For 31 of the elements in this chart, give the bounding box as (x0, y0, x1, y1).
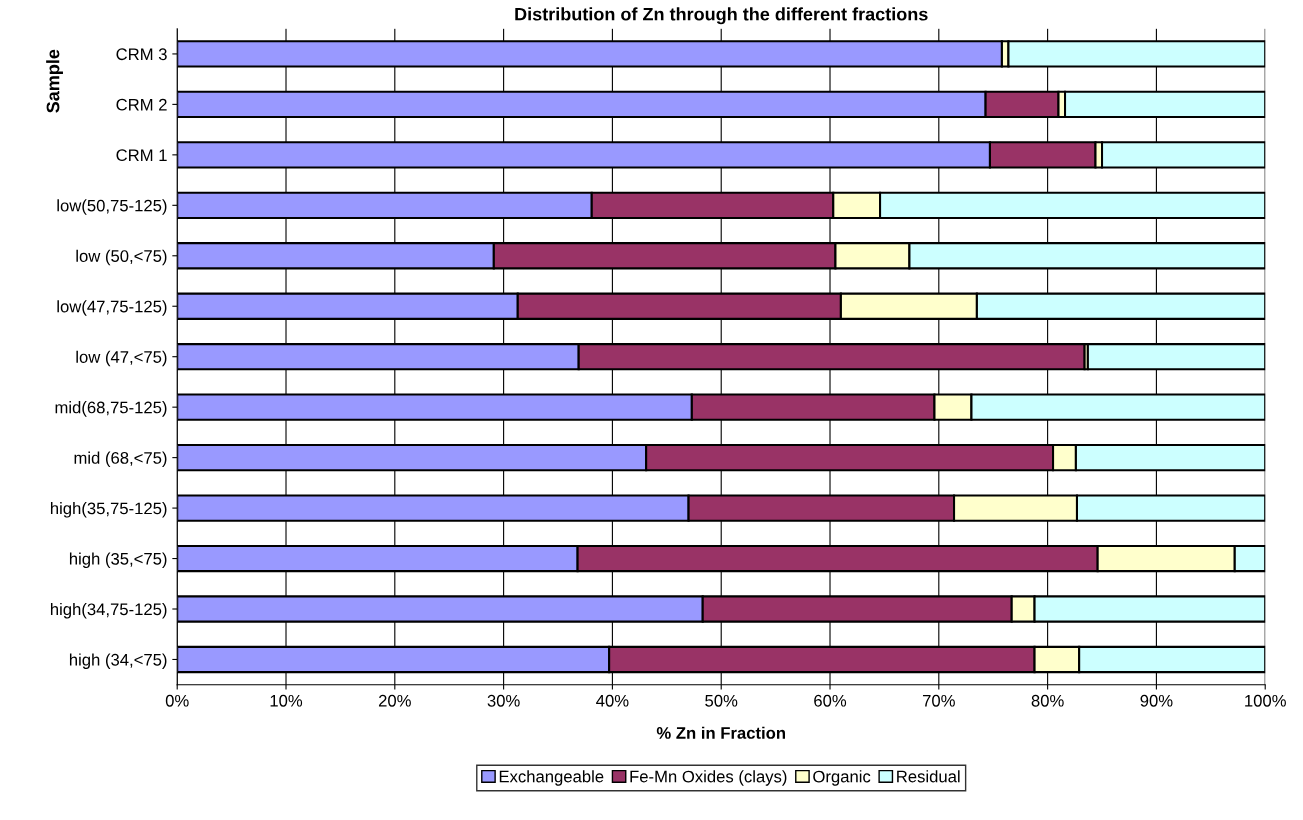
y-axis-title: Sample (46, 49, 63, 113)
x-tick-label: 20% (378, 694, 411, 707)
y-tick-label: low (47,<75) (76, 350, 167, 367)
y-tick-label: CRM 2 (116, 98, 167, 111)
y-tick-label: high(35,75-125) (50, 502, 167, 518)
x-tick-label: 30% (487, 694, 520, 707)
legend-label: Organic (813, 770, 871, 786)
legend-label: Residual (897, 770, 960, 783)
x-tick-label: 10% (270, 694, 303, 707)
legend-label: Exchangeable (499, 770, 604, 786)
x-tick-label: 80% (1031, 694, 1064, 707)
y-tick-label: low(47,75-125) (57, 300, 167, 316)
chart-title: Distribution of Zn through the different fractions (515, 7, 928, 25)
y-tick-label: low (50,<75) (76, 249, 167, 266)
y-tick-label: CRM 1 (116, 149, 167, 162)
x-tick-label: 60% (814, 694, 847, 707)
x-tick-label: 90% (1140, 694, 1173, 707)
y-tick-label: CRM 3 (116, 48, 167, 61)
x-tick-label: 0% (165, 694, 189, 707)
x-tick-label: 40% (596, 694, 629, 707)
y-tick-label: mid(68,75-125) (55, 401, 167, 417)
legend-label: Fe-Mn Oxides (clays) (630, 770, 787, 786)
x-tick-label: 100% (1245, 694, 1286, 707)
y-tick-label: high (35,<75) (69, 552, 167, 569)
x-axis-title: % Zn in Fraction (656, 726, 785, 739)
y-tick-label: high(34,75-125) (50, 602, 167, 619)
y-tick-label: mid (68,<75) (74, 451, 167, 468)
y-tick-label: high (34,<75) (69, 653, 167, 669)
y-tick-label: low(50,75-125) (57, 199, 167, 215)
x-tick-label: 70% (922, 694, 955, 707)
x-tick-label: 50% (705, 694, 738, 707)
